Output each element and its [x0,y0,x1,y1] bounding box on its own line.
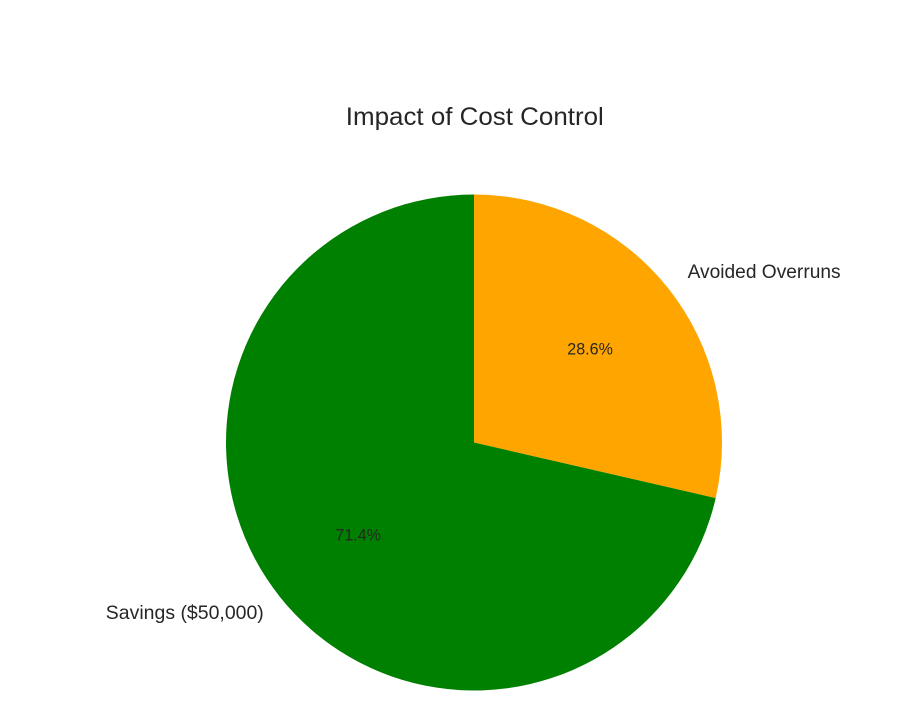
svg-text:28.6%: 28.6% [567,339,613,358]
svg-text:71.4%: 71.4% [335,526,381,545]
svg-text:Savings ($50,000): Savings ($50,000) [106,602,264,624]
svg-text:Impact of Cost Control: Impact of Cost Control [346,103,604,131]
svg-text:Avoided Overruns: Avoided Overruns [688,261,841,283]
